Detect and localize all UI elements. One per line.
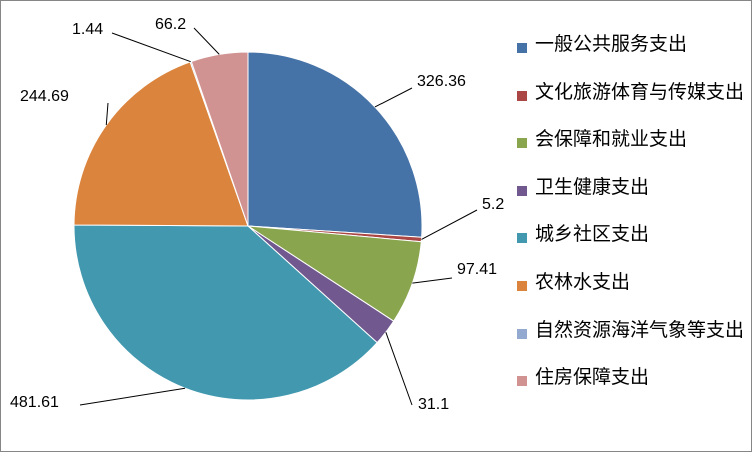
leader-line (374, 87, 413, 108)
leader-line (111, 32, 191, 63)
legend-item: 自然资源海洋气象等支出 (517, 320, 747, 368)
legend-item: 卫生健康支出 (517, 177, 747, 225)
legend-item: 会保障和就业支出 (517, 129, 747, 177)
data-label: 244.69 (20, 88, 69, 105)
legend-item: 住房保障支出 (517, 367, 747, 415)
data-label: 1.44 (72, 21, 103, 38)
legend-swatch (517, 185, 527, 196)
leader-line (193, 27, 220, 55)
leader-line (412, 277, 453, 284)
legend-swatch (517, 138, 527, 149)
legend-item: 一般公共服务支出 (517, 34, 747, 82)
data-label: 66.2 (155, 16, 186, 33)
legend-swatch (517, 233, 527, 244)
legend-swatch (517, 328, 527, 339)
legend-item: 农林水支出 (517, 272, 747, 320)
legend-label: 自然资源海洋气象等支出 (535, 318, 745, 341)
leader-line (385, 332, 413, 406)
legend-label: 一般公共服务支出 (535, 33, 688, 55)
legend-label: 文化旅游体育与传媒支出 (535, 80, 745, 103)
legend-label: 农林水支出 (535, 270, 631, 293)
legend-swatch (517, 43, 527, 53)
data-label: 97.41 (457, 261, 497, 278)
legend-label: 城乡社区支出 (535, 223, 650, 246)
legend-swatch (517, 376, 527, 387)
data-label: 481.61 (10, 394, 59, 411)
data-label: 5.2 (482, 196, 504, 213)
legend-swatch (517, 90, 527, 101)
leader-line (105, 102, 109, 126)
legend: 一般公共服务支出文化旅游体育与传媒支出 会保障和就业支出 卫生健康支出 城乡社区支出农… (517, 34, 747, 415)
leader-line (79, 387, 186, 406)
legend-item: 文化旅游体育与传媒支出 (517, 82, 747, 130)
data-label: 326.36 (417, 73, 466, 90)
leader-line (421, 209, 478, 240)
legend-label: 住房保障支出 (535, 366, 650, 389)
legend-label: 卫生健康支出 (535, 175, 650, 198)
data-label: 31.1 (418, 396, 449, 413)
pie-slice (190, 51, 249, 227)
legend-label: 会保障和就业支出 (535, 128, 688, 151)
pie-slice (73, 224, 378, 401)
legend-swatch (517, 280, 527, 291)
legend-item: 城乡社区支出 (517, 224, 747, 272)
